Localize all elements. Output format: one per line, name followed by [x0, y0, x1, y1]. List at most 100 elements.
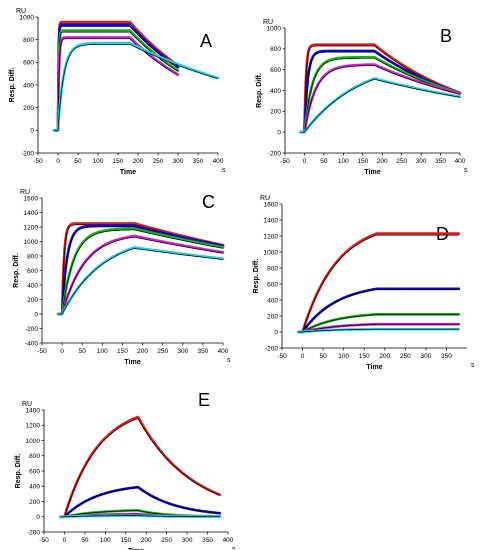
x-tick-label: 150: [113, 158, 124, 165]
x-tick-label: 300: [173, 158, 184, 165]
x-axis-label: Time: [124, 359, 140, 366]
series-line: [299, 63, 462, 134]
series-line: [52, 41, 220, 132]
y-tick-label: 1200: [26, 423, 41, 430]
x-tick-label: 150: [120, 537, 131, 544]
series-line: [52, 20, 180, 132]
y-tick-label: 400: [270, 88, 281, 95]
y-unit-label: RU: [16, 8, 26, 15]
x-unit-label: s: [222, 167, 226, 174]
y-tick-label: 0: [274, 329, 278, 336]
chart-panel-c: -400-20002004006008001000120014001600-50…: [13, 189, 231, 366]
fit-line: [60, 515, 220, 518]
x-tick-label: 300: [420, 353, 431, 360]
x-tick-label: -50: [33, 158, 43, 165]
x-tick-label: 250: [400, 353, 411, 360]
y-unit-label: RU: [20, 189, 30, 196]
panel-letter: B: [440, 26, 452, 46]
series-line: [56, 227, 225, 316]
x-tick-label: 250: [153, 158, 164, 165]
x-tick-label: 200: [379, 353, 390, 360]
x-tick-label: 0: [56, 158, 60, 165]
y-tick-label: 400: [23, 82, 34, 89]
x-tick-label: 50: [319, 353, 327, 360]
y-unit-label: RU: [263, 19, 273, 26]
y-tick-label: 1600: [264, 201, 279, 208]
x-tick-label: 250: [396, 158, 407, 165]
y-tick-label: -200: [25, 326, 38, 333]
x-tick-label: 100: [338, 353, 349, 360]
y-tick-label: 1600: [24, 195, 39, 202]
fit-line: [54, 26, 179, 131]
y-tick-label: -200: [27, 529, 40, 536]
x-tick-label: 250: [161, 537, 172, 544]
fit-line: [298, 234, 459, 333]
y-tick-label: 200: [270, 109, 281, 116]
y-tick-label: 600: [29, 468, 40, 475]
y-tick-label: 0: [36, 514, 40, 521]
fit-line: [300, 78, 461, 133]
x-tick-label: 350: [197, 348, 208, 355]
y-axis-label: Resp. Diff.: [253, 259, 260, 294]
x-tick-label: 150: [357, 158, 368, 165]
y-tick-label: 1400: [24, 210, 39, 217]
fit-line: [300, 65, 461, 133]
y-axis-label: Resp. Diff.: [256, 73, 263, 108]
x-tick-label: 300: [182, 537, 193, 544]
y-tick-label: 200: [23, 105, 34, 112]
y-tick-label: -400: [25, 340, 38, 347]
x-axis-label: Time: [366, 364, 382, 371]
y-tick-label: 600: [27, 268, 38, 275]
y-tick-label: 1000: [24, 239, 39, 246]
x-tick-label: -50: [277, 353, 287, 360]
series-line: [56, 234, 225, 316]
y-tick-label: 1400: [264, 217, 279, 224]
x-tick-label: 300: [177, 348, 188, 355]
x-tick-label: 0: [60, 348, 64, 355]
x-tick-label: 150: [117, 348, 128, 355]
y-tick-label: 1000: [20, 14, 35, 21]
x-tick-label: -50: [39, 537, 49, 544]
x-tick-label: 0: [303, 158, 307, 165]
fit-line: [54, 31, 179, 131]
fit-line: [58, 229, 224, 315]
x-unit-label: s: [227, 357, 231, 364]
x-tick-label: 50: [320, 158, 328, 165]
y-axis-label: Resp. Diff.: [13, 253, 20, 288]
y-tick-label: 0: [30, 128, 34, 135]
chart-panel-d: -200 0 200 400 600 800 1000 1200 1400 1600 -50 0 50 1…: [253, 195, 475, 371]
fit-line: [300, 57, 461, 133]
x-unit-label: s: [464, 167, 468, 174]
y-tick-label: 800: [23, 37, 34, 44]
fit-line: [60, 417, 220, 518]
x-unit-label: s: [232, 546, 236, 550]
y-tick-label: 400: [267, 297, 278, 304]
y-tick-label: 200: [27, 297, 38, 304]
y-tick-label: 200: [267, 313, 278, 320]
y-axis-label: Resp. Diff.: [15, 454, 22, 489]
y-tick-label: 800: [27, 253, 38, 260]
y-tick-label: 600: [267, 281, 278, 288]
x-tick-label: 350: [202, 537, 213, 544]
panel-letter: A: [200, 31, 212, 51]
x-axis-label: Time: [128, 548, 144, 550]
x-tick-label: 400: [218, 348, 229, 355]
x-axis-label: Time: [364, 169, 380, 176]
x-unit-label: s: [471, 362, 475, 369]
y-tick-label: 1000: [267, 25, 282, 32]
chart-panel-b: -200 0 200 400 600 800 1000 -50 0 50 100 150 200 250 3…: [256, 19, 468, 176]
x-tick-label: 350: [441, 353, 452, 360]
x-tick-label: 400: [213, 158, 224, 165]
y-tick-label: 1200: [264, 233, 279, 240]
panel-letter: C: [202, 192, 215, 212]
x-tick-label: 150: [359, 353, 370, 360]
x-tick-label: -50: [37, 348, 47, 355]
y-tick-label: 400: [29, 484, 40, 491]
fit-line: [54, 38, 179, 131]
fit-line: [300, 45, 461, 133]
y-tick-label: 1000: [264, 249, 279, 256]
series-line: [56, 246, 225, 316]
fit-line: [298, 323, 459, 333]
fit-line: [54, 44, 219, 131]
